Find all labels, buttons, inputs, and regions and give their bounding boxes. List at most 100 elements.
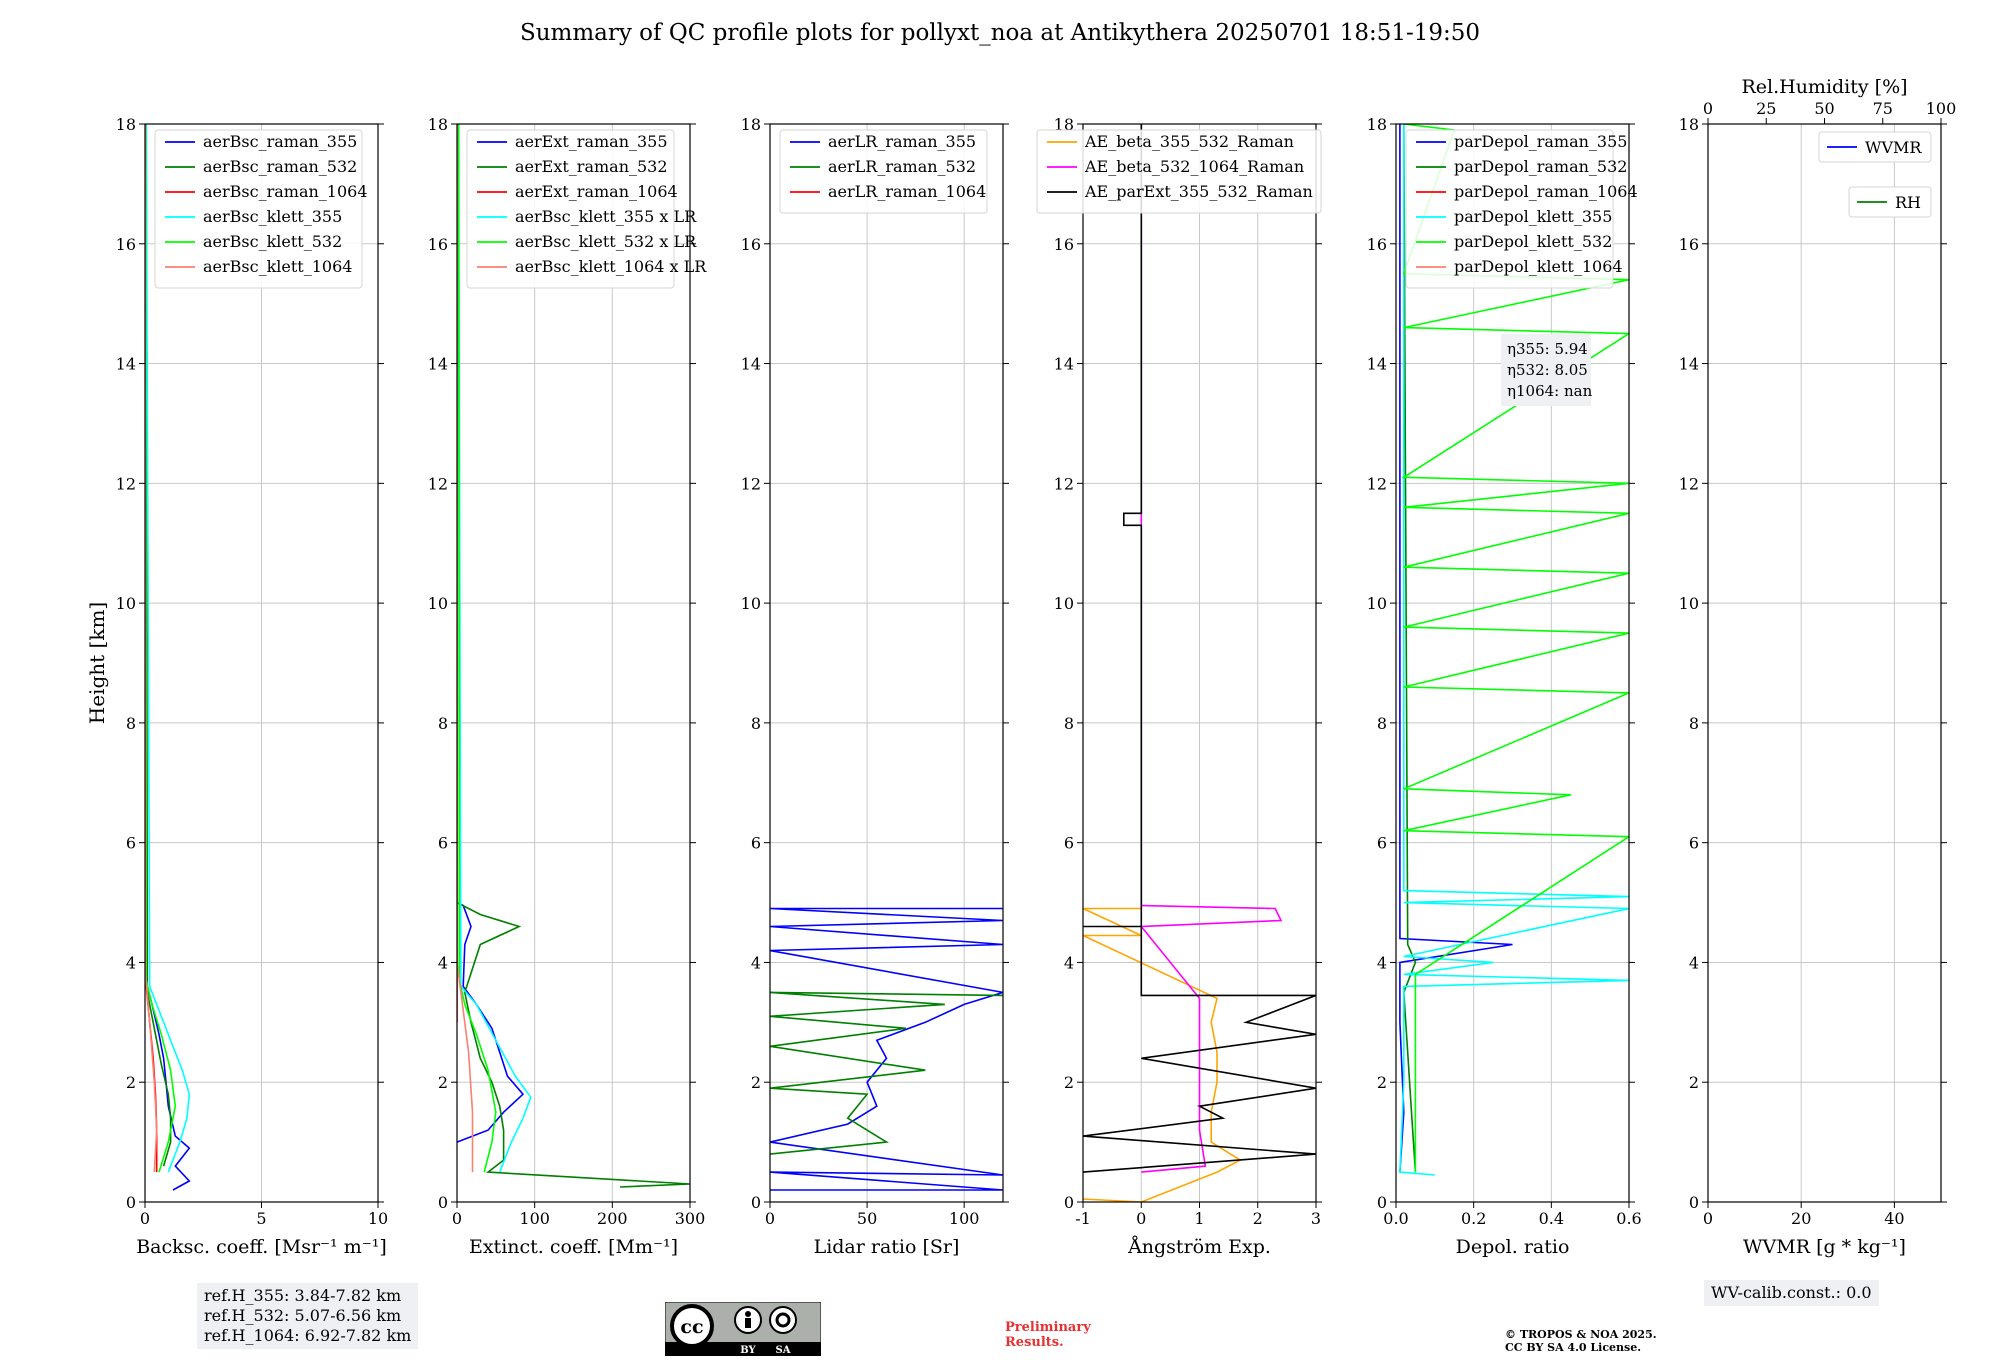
y-tick-label: 4 xyxy=(1064,953,1074,972)
x-tick-label: 100 xyxy=(949,1209,980,1228)
legend-label-4: aerBsc_klett_355 xyxy=(203,207,342,226)
x-tick-label: 10 xyxy=(368,1209,388,1228)
y-tick-label: 2 xyxy=(1064,1073,1074,1092)
series-line-2 xyxy=(1139,124,1283,1173)
y-tick-label: 10 xyxy=(741,594,761,613)
x-axis-label: Backsc. coeff. [Msr⁻¹ m⁻¹] xyxy=(136,1236,387,1258)
legend-box xyxy=(154,129,363,289)
series-line-1 xyxy=(457,901,525,1143)
x-axis-label: Depol. ratio xyxy=(1456,1236,1570,1258)
legend-label-6: aerBsc_klett_1064 xyxy=(203,257,352,276)
y-tick-label: 10 xyxy=(428,594,448,613)
legend-label-5: aerBsc_klett_532 xyxy=(203,232,342,251)
panel-5: 0 2 4 6 8 10 12 14 16 18 0.0 0.2 0.4 0.6 Depol. ratio p… xyxy=(1367,115,1642,1258)
y-tick-label: 4 xyxy=(1377,953,1387,972)
legend-label-2: AE_beta_532_1064_Raman xyxy=(1084,157,1304,176)
y-tick-label: 14 xyxy=(1679,355,1699,374)
y-tick-label: 2 xyxy=(126,1073,136,1092)
x-tick-label: 0 xyxy=(1136,1209,1146,1228)
x-tick-label: 5 xyxy=(256,1209,266,1228)
annotation-box xyxy=(1501,334,1591,406)
y-tick-label: 0 xyxy=(126,1193,136,1212)
x-tick-label: 0 xyxy=(140,1209,150,1228)
y-tick-label: 6 xyxy=(438,834,448,853)
x-tick-label: 50 xyxy=(857,1209,877,1228)
series-line-1 xyxy=(770,907,1003,1191)
legend-box xyxy=(1405,129,1614,289)
x-tick-label: 2 xyxy=(1253,1209,1263,1228)
y-tick-label: 12 xyxy=(1367,474,1387,493)
y-tick-label: 2 xyxy=(1377,1073,1387,1092)
x-axis-label: Lidar ratio [Sr] xyxy=(814,1236,960,1258)
y-tick-label: 4 xyxy=(1689,953,1699,972)
y-tick-label: 12 xyxy=(1054,474,1074,493)
y-tick-label: 12 xyxy=(428,474,448,493)
y-tick-label: 14 xyxy=(1054,355,1074,374)
y-tick-label: 8 xyxy=(1064,714,1074,733)
x2-tick-label: 0 xyxy=(1703,99,1713,118)
x2-tick-label: 50 xyxy=(1814,99,1834,118)
legend-label-1: AE_beta_355_532_Raman xyxy=(1084,132,1294,151)
ref-height-532: ref.H_532: 5.07-6.56 km xyxy=(204,1306,402,1325)
series-line-1 xyxy=(1083,907,1242,1202)
y-tick-label: 18 xyxy=(741,115,761,134)
panel-1: 0 2 4 6 8 10 12 14 16 18 0 5 10 Backsc. coeff. [Msr⁻¹… xyxy=(116,115,389,1258)
y-tick-label: 10 xyxy=(1679,594,1699,613)
legend-label-3: parDepol_raman_1064 xyxy=(1454,182,1638,201)
y-tick-label: 16 xyxy=(116,235,136,254)
series-line-1 xyxy=(1399,124,1513,1173)
y-tick-label: 4 xyxy=(126,953,136,972)
legend-box xyxy=(779,129,988,214)
y-tick-label: 6 xyxy=(1689,834,1699,853)
x-tick-label: 100 xyxy=(519,1209,550,1228)
y-tick-label: 2 xyxy=(1689,1073,1699,1092)
y-tick-label: 12 xyxy=(741,474,761,493)
y-axis-label: Height [km] xyxy=(85,602,109,724)
legend-label-5: parDepol_klett_532 xyxy=(1454,232,1612,251)
x-axis-label: Extinct. coeff. [Mm⁻¹] xyxy=(469,1236,678,1258)
x-tick-label: 200 xyxy=(597,1209,628,1228)
y-tick-label: 0 xyxy=(1689,1193,1699,1212)
legend-box-1 xyxy=(1818,131,1932,163)
y-tick-label: 16 xyxy=(1367,235,1387,254)
y-tick-label: 0 xyxy=(1064,1193,1074,1212)
y-tick-label: 12 xyxy=(116,474,136,493)
x2-tick-label: 75 xyxy=(1873,99,1893,118)
plot-frame xyxy=(769,123,1004,1203)
series-line-4 xyxy=(145,124,191,1173)
series-group xyxy=(770,907,1003,1191)
y-tick-label: 0 xyxy=(1377,1193,1387,1212)
y-tick-label: 6 xyxy=(126,834,136,853)
x-tick-label: 0.2 xyxy=(1461,1209,1486,1228)
y-tick-label: 4 xyxy=(751,953,761,972)
y-tick-label: 8 xyxy=(1377,714,1387,733)
x-tick-label: 0.4 xyxy=(1539,1209,1564,1228)
y-tick-label: 12 xyxy=(1679,474,1699,493)
legend-label-2: aerExt_raman_532 xyxy=(515,157,668,176)
legend-label-1: aerExt_raman_355 xyxy=(515,132,668,151)
annotation-line-3: η1064: nan xyxy=(1507,382,1593,400)
cc-mark: cc xyxy=(680,1316,703,1338)
series-group xyxy=(457,124,690,1188)
x2-tick-label: 100 xyxy=(1926,99,1957,118)
series-line-4 xyxy=(1399,124,1629,1176)
legend-label-2: aerBsc_raman_532 xyxy=(203,157,357,176)
y-tick-label: 0 xyxy=(751,1193,761,1212)
reference-heights-box: ref.H_355: 3.84-7.82 km ref.H_532: 5.07-… xyxy=(197,1283,419,1349)
y-tick-label: 16 xyxy=(1054,235,1074,254)
cc-by-label: BY xyxy=(740,1345,756,1356)
ref-height-1064: ref.H_1064: 6.92-7.82 km xyxy=(204,1326,412,1345)
x-tick-label: -1 xyxy=(1075,1209,1091,1228)
y-tick-label: 8 xyxy=(126,714,136,733)
y-tick-label: 16 xyxy=(741,235,761,254)
plot-frame xyxy=(1395,123,1630,1203)
y-tick-label: 8 xyxy=(438,714,448,733)
y-tick-label: 2 xyxy=(751,1073,761,1092)
x-tick-label: 0 xyxy=(452,1209,462,1228)
x-tick-label: 0.6 xyxy=(1616,1209,1641,1228)
legend-label-3: aerExt_raman_1064 xyxy=(515,182,678,201)
x-axis-label: Ångström Exp. xyxy=(1127,1236,1271,1258)
cc-sa-label: SA xyxy=(776,1345,791,1356)
